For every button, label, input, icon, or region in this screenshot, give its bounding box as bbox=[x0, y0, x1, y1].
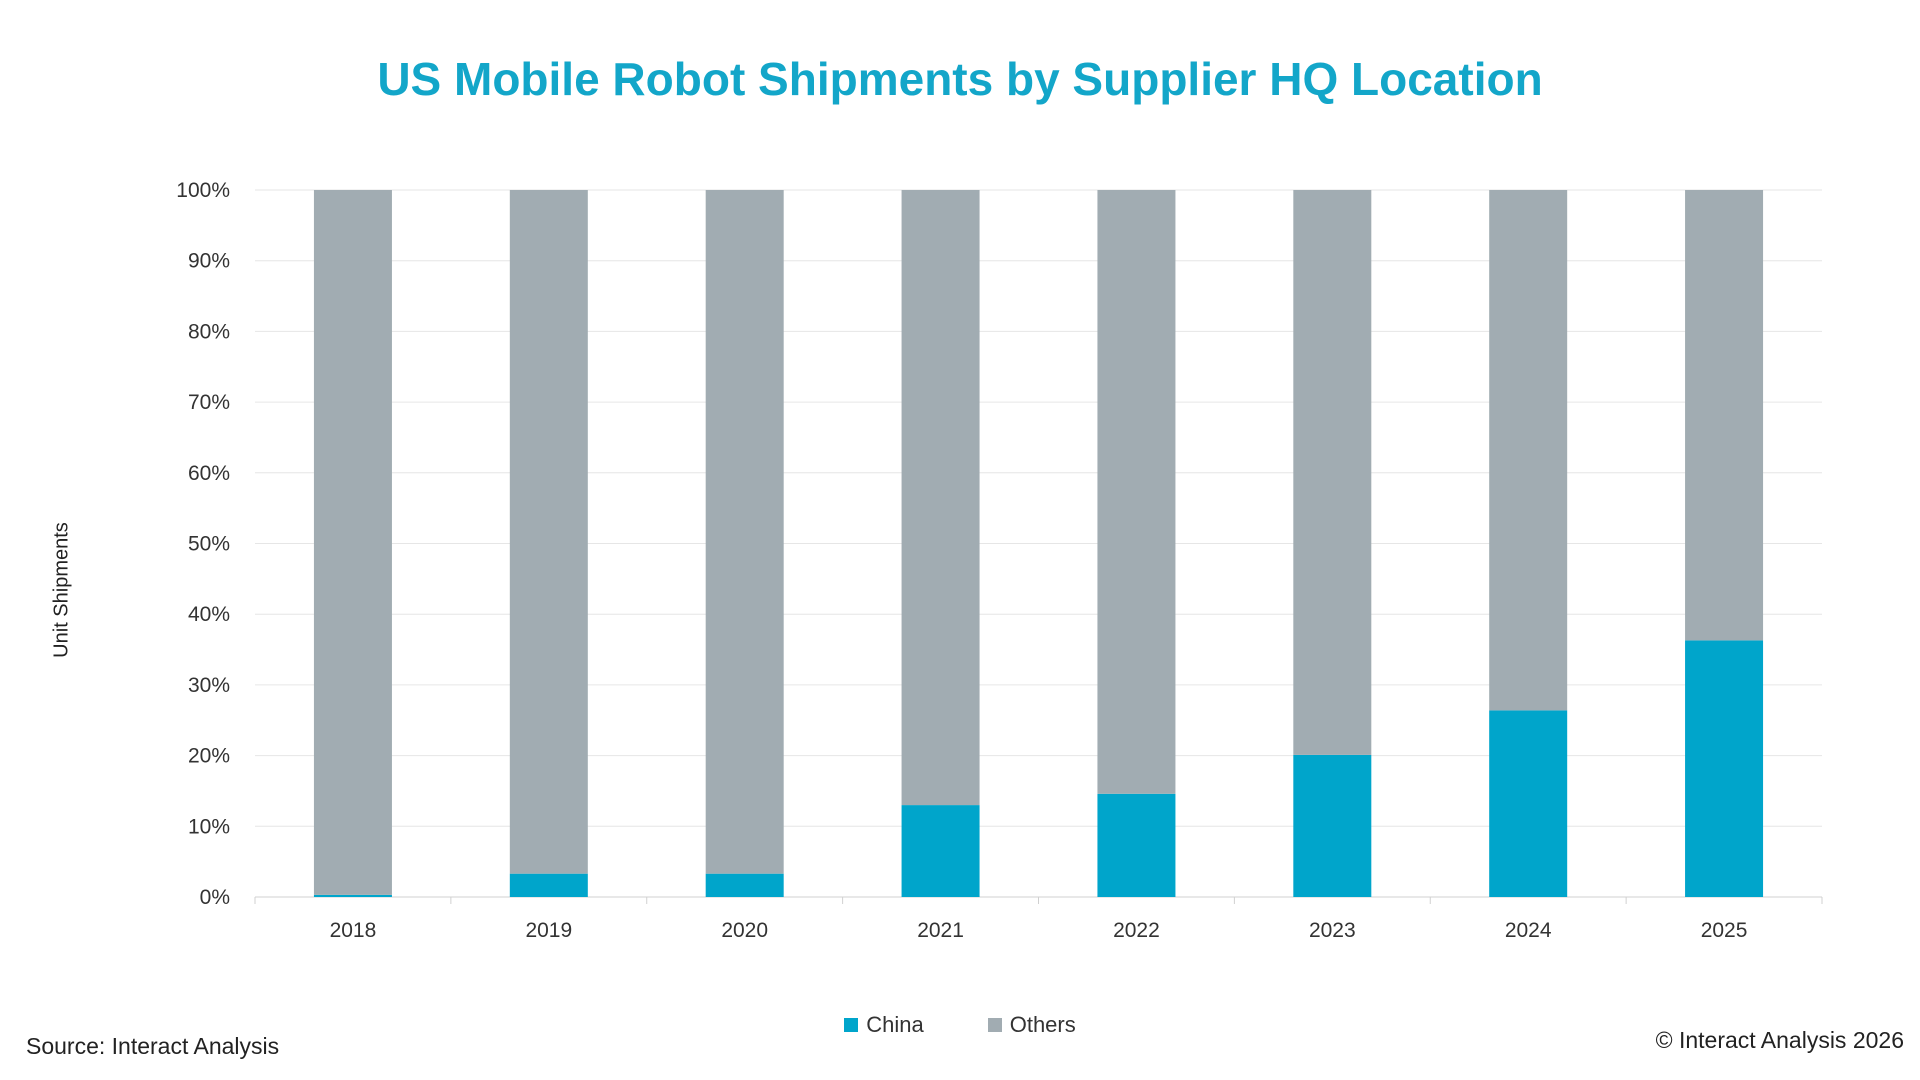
legend: China Others bbox=[0, 1012, 1920, 1038]
legend-item-china: China bbox=[844, 1012, 924, 1038]
legend-item-others: Others bbox=[987, 1012, 1076, 1038]
bar-china-2018 bbox=[313, 894, 392, 897]
legend-label-china: China bbox=[866, 1012, 924, 1037]
bar-others-2025 bbox=[1685, 190, 1764, 641]
bar-others-2023 bbox=[1293, 190, 1372, 755]
chart-title: US Mobile Robot Shipments by Supplier HQ… bbox=[377, 53, 1543, 105]
bar-china-2021 bbox=[901, 805, 980, 897]
bar-china-2020 bbox=[705, 873, 784, 897]
y-tick-label: 50% bbox=[188, 533, 230, 556]
y-tick-label: 20% bbox=[188, 745, 230, 768]
x-tick-label: 2024 bbox=[1505, 919, 1552, 942]
x-tick-label: 2022 bbox=[1113, 919, 1160, 942]
y-tick-label: 90% bbox=[188, 250, 230, 273]
y-tick-label: 40% bbox=[188, 603, 230, 626]
source-note: Source: Interact Analysis bbox=[26, 1033, 280, 1059]
bar-others-2020 bbox=[705, 190, 784, 874]
bar-others-2018 bbox=[313, 190, 392, 895]
y-tick-label: 30% bbox=[188, 674, 230, 697]
bar-others-2021 bbox=[901, 190, 980, 806]
y-tick-label: 80% bbox=[188, 320, 230, 343]
copyright-note: © Interact Analysis 2026 bbox=[1655, 1027, 1904, 1053]
bar-china-2024 bbox=[1489, 710, 1568, 897]
y-tick-label: 0% bbox=[200, 886, 230, 909]
x-tick-label: 2021 bbox=[917, 919, 964, 942]
y-tick-label: 60% bbox=[188, 462, 230, 485]
bar-china-2023 bbox=[1293, 754, 1372, 897]
bar-others-2022 bbox=[1097, 190, 1176, 794]
bar-china-2025 bbox=[1685, 640, 1764, 897]
bar-china-2022 bbox=[1097, 793, 1176, 897]
y-tick-label: 100% bbox=[176, 179, 230, 202]
stacked-bar-chart: 0% 10% 20% 30% 40% 50% 60% 70% 80% 90% 100% 2018 201… bbox=[176, 179, 1823, 942]
x-tick-label: 2020 bbox=[721, 919, 768, 942]
bar-china-2019 bbox=[509, 873, 588, 897]
x-tick-label: 2019 bbox=[525, 919, 572, 942]
bar-others-2024 bbox=[1489, 190, 1568, 711]
legend-label-others: Others bbox=[1009, 1012, 1076, 1037]
y-tick-label: 10% bbox=[188, 815, 230, 838]
legend-swatch-china bbox=[844, 1018, 859, 1032]
x-tick-label: 2018 bbox=[330, 919, 377, 942]
y-tick-label: 70% bbox=[188, 391, 230, 414]
x-tick-label: 2023 bbox=[1309, 919, 1356, 942]
x-tick-label: 2025 bbox=[1701, 919, 1748, 942]
bar-others-2019 bbox=[509, 190, 588, 874]
legend-swatch-others bbox=[987, 1018, 1002, 1032]
